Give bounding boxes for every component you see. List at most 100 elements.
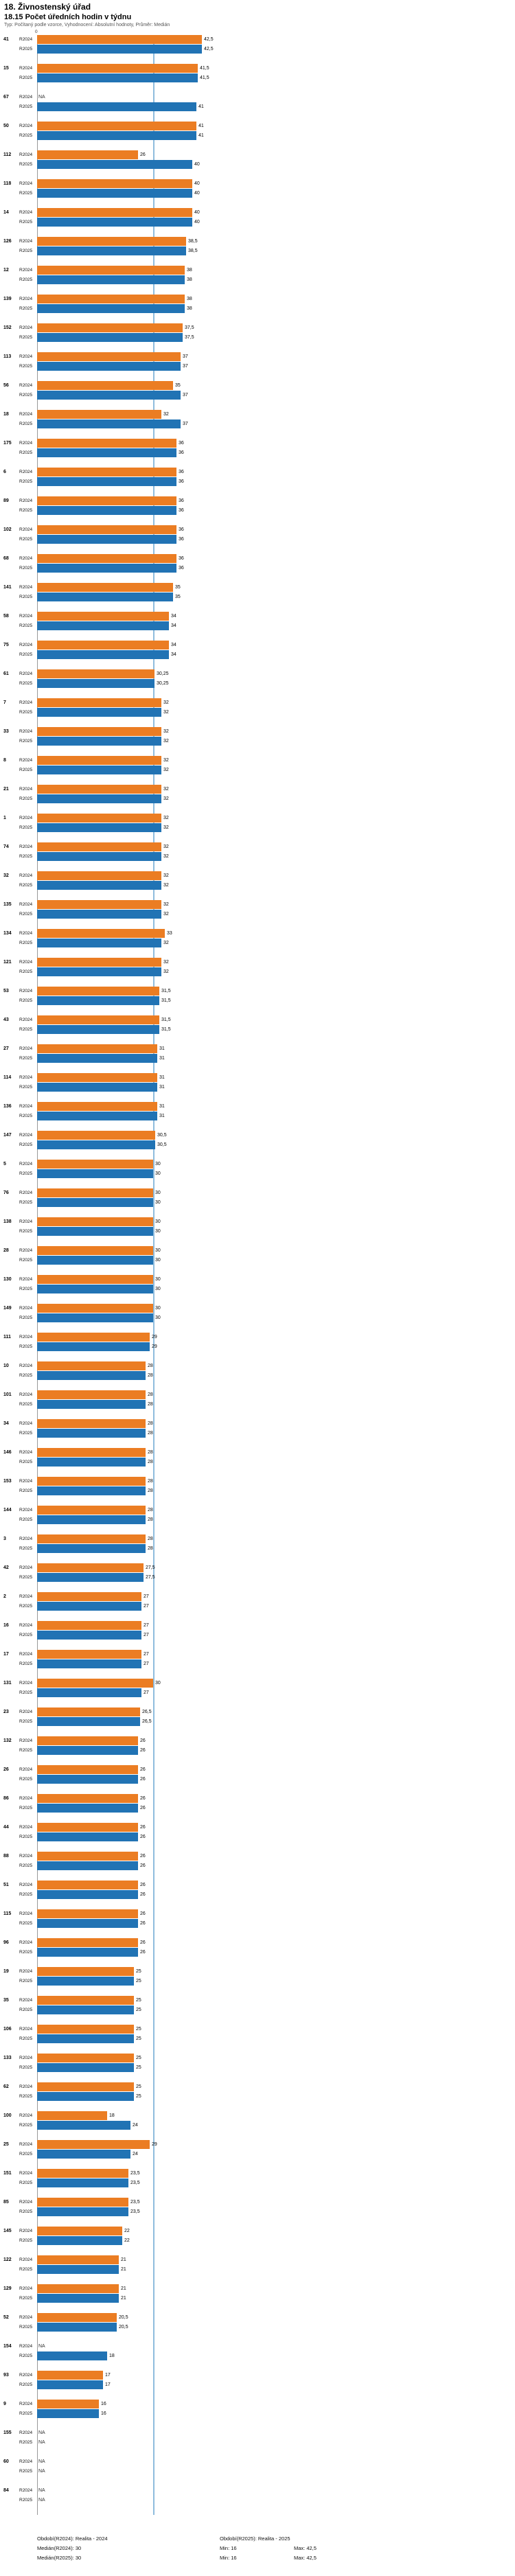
value-label: 25	[136, 2065, 141, 2070]
bar-row: R2025 32	[19, 852, 257, 861]
value-label: 32	[163, 844, 169, 849]
value-label: 24	[133, 2152, 138, 2157]
bar-track: 31	[37, 1112, 257, 1120]
row-id-label: 138	[3, 1219, 12, 1224]
bar-row: R2025 32	[19, 794, 257, 803]
bar-row: R2024 26	[19, 1794, 257, 1803]
row-id-label: 62	[3, 2084, 9, 2089]
series-label: R2024	[19, 585, 33, 590]
bar-row: R2024 35	[19, 583, 257, 592]
bar-row: R2025 26	[19, 1919, 257, 1928]
value-label: 28	[148, 1373, 153, 1378]
row-id-label: 1	[3, 816, 6, 820]
row-bars: R2024 NA R2025 NA	[19, 2457, 257, 2476]
row-bars: R2024 28 R2025 28	[19, 1534, 257, 1554]
row-bars: R2024 22 R2025 22	[19, 2227, 257, 2246]
series-label: R2025	[19, 2036, 33, 2041]
bar-row: R2024 30	[19, 1304, 257, 1313]
chart-row-group: 75 R2024 34 R2025 34	[0, 641, 515, 669]
chart-meta-line: Typ: Počítaný podle vzorce, Vyhodnocení:…	[4, 23, 170, 27]
row-bars: R2024 30 R2025 30	[19, 1217, 257, 1237]
row-bars: R2024 30 R2025 30	[19, 1304, 257, 1323]
row-bars: R2024 30,25 R2025 30,25	[19, 669, 257, 689]
bar	[37, 102, 196, 111]
bar	[37, 1977, 134, 1986]
bar-row: R2024 25	[19, 1996, 257, 2005]
row-id-label: 147	[3, 1133, 12, 1138]
value-label: 29	[152, 2142, 157, 2147]
series-label: R2024	[19, 239, 33, 244]
value-label: 32	[163, 700, 169, 705]
value-label: 29	[152, 1335, 157, 1339]
bar-track: 34	[37, 621, 257, 630]
bar-track: 32	[37, 871, 257, 880]
value-label: 34	[171, 614, 176, 619]
bar-track: 28	[37, 1506, 257, 1515]
row-id-label: 41	[3, 37, 9, 42]
value-label: 26	[140, 1863, 146, 1868]
series-label: R2025	[19, 2354, 33, 2358]
series-label: R2025	[19, 1431, 33, 1436]
bar-row: R2025 32	[19, 967, 257, 976]
bar	[37, 1140, 155, 1149]
bar	[37, 1486, 146, 1495]
row-id-label: 133	[3, 2056, 12, 2060]
bar-track: 25	[37, 1996, 257, 2005]
bar-row: R2025 27	[19, 1602, 257, 1611]
value-label: 32	[163, 816, 169, 820]
series-label: R2025	[19, 306, 33, 311]
bar	[37, 1342, 150, 1351]
value-label: 26	[140, 1883, 146, 1887]
bar	[37, 1390, 146, 1399]
bar-row: R2024 32	[19, 698, 257, 707]
bar	[37, 1534, 146, 1543]
bar-track: 28	[37, 1458, 257, 1467]
bar	[37, 2150, 130, 2159]
chart-row-group: 23 R2024 26,5 R2025 26,5	[0, 1707, 515, 1736]
bar-track: 38,5	[37, 246, 257, 255]
bar	[37, 650, 169, 659]
row-id-label: 126	[3, 239, 12, 244]
value-label: 26	[140, 1806, 146, 1810]
bar-row: R2024 40	[19, 208, 257, 217]
series-label: R2024	[19, 1681, 33, 1686]
row-id-label: 76	[3, 1191, 9, 1195]
value-label: 32	[163, 758, 169, 763]
row-id-label: 100	[3, 2113, 12, 2118]
row-bars: R2024 25 R2025 25	[19, 2025, 257, 2044]
chart-row-group: 122 R2024 21 R2025 21	[0, 2255, 515, 2284]
value-label: 31	[159, 1104, 165, 1109]
bar	[37, 881, 161, 890]
value-label: 16	[101, 2411, 106, 2416]
bar-track: 32	[37, 823, 257, 832]
series-label: R2024	[19, 2171, 33, 2176]
series-label: R2024	[19, 1017, 33, 1022]
bar-track: 26	[37, 1765, 257, 1774]
series-label: R2024	[19, 470, 33, 474]
bar-row: R2025 31	[19, 1112, 257, 1120]
series-label: R2025	[19, 941, 33, 945]
row-id-label: 5	[3, 1162, 6, 1166]
bar-row: R2025 28	[19, 1371, 257, 1380]
bar-track: 30	[37, 1256, 257, 1265]
bar	[37, 967, 161, 976]
bar	[37, 583, 173, 592]
chart-row-group: 62 R2024 25 R2025 25	[0, 2082, 515, 2111]
bar	[37, 237, 186, 246]
value-label: 41	[198, 104, 204, 109]
bar-row: R2025 41	[19, 131, 257, 140]
value-label: 28	[148, 1537, 153, 1541]
row-bars: R2024 35 R2025 37	[19, 381, 257, 400]
series-label: R2025	[19, 2498, 33, 2503]
row-bars: R2024 18 R2025 24	[19, 2111, 257, 2130]
series-label: R2025	[19, 2382, 33, 2387]
value-label: 18	[109, 2354, 115, 2358]
value-label: 41,5	[200, 66, 209, 71]
series-label: R2024	[19, 297, 33, 301]
bar-row: R2024 31,5	[19, 987, 257, 996]
bar	[37, 929, 165, 938]
series-label: R2025	[19, 422, 33, 426]
bar-track: 41	[37, 102, 257, 111]
bar-track: NA	[37, 2467, 257, 2476]
series-label: R2024	[19, 1594, 33, 1599]
